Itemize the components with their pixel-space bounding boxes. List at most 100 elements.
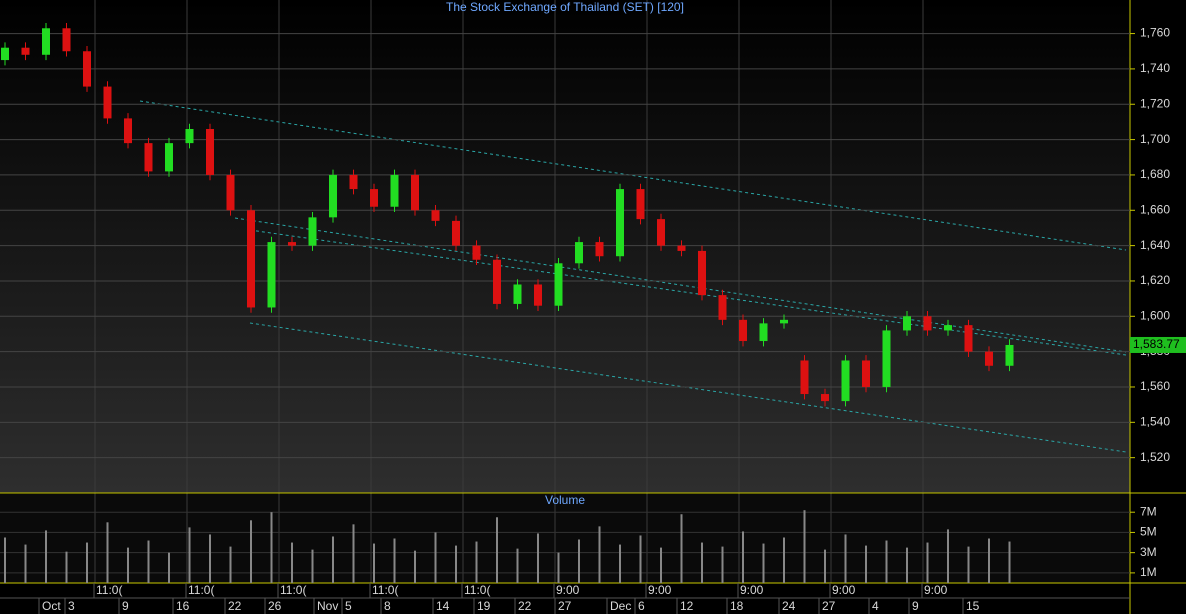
candle-body — [21, 47, 30, 55]
y-tick-label: 7M — [1140, 504, 1157, 518]
candle-body — [903, 316, 911, 331]
candle-body — [677, 245, 686, 251]
candle-body — [964, 325, 973, 352]
date-label: Nov — [317, 599, 338, 613]
candle-body — [718, 295, 727, 320]
candle-body — [739, 319, 747, 342]
candle-body — [780, 319, 788, 324]
candle-body — [759, 323, 768, 342]
candle-body — [698, 250, 706, 296]
y-tick-label: 1,520 — [1140, 450, 1170, 464]
y-tick-label: 1,700 — [1140, 132, 1170, 146]
time-label: 9:00 — [648, 583, 672, 597]
time-label: 11:0( — [372, 583, 398, 597]
chart-title: The Stock Exchange of Thailand (SET) [12… — [446, 0, 684, 14]
trend-line — [234, 217, 1127, 353]
date-label: 27 — [822, 599, 836, 613]
time-label: 11:0( — [96, 583, 122, 597]
candle-body — [513, 284, 522, 304]
candle-body — [124, 118, 132, 144]
y-tick-label: 3M — [1140, 545, 1157, 559]
date-label: Oct — [42, 599, 61, 613]
date-label: 19 — [477, 599, 491, 613]
date-label: 24 — [782, 599, 796, 613]
y-tick-label: 1,760 — [1140, 26, 1170, 40]
candle-body — [144, 143, 153, 172]
candle-body — [206, 128, 214, 175]
candle-body — [370, 189, 378, 207]
volume-panel — [0, 494, 1130, 583]
candle-body — [452, 220, 460, 246]
candle-body — [882, 330, 891, 387]
candle-body — [42, 28, 50, 55]
candle-body — [390, 174, 399, 207]
price-panel — [0, 0, 1130, 493]
candle-body — [595, 242, 604, 257]
candle-body — [636, 189, 645, 220]
candle-body — [288, 242, 296, 246]
candle-body — [226, 174, 235, 211]
volume-title: Volume — [545, 493, 585, 507]
date-label: 27 — [558, 599, 572, 613]
candle-body — [575, 242, 583, 264]
y-tick-label: 1,660 — [1140, 202, 1170, 216]
candle-body — [841, 360, 850, 402]
candle-body — [554, 263, 563, 306]
last-price-box — [1130, 336, 1186, 353]
y-tick-label: 1,560 — [1140, 379, 1170, 393]
time-label: 11:0( — [188, 583, 214, 597]
candle-body — [62, 28, 71, 52]
candle-body — [349, 174, 358, 190]
candle-body — [1005, 344, 1014, 366]
time-label: 9:00 — [556, 583, 580, 597]
time-label: 9:00 — [924, 583, 948, 597]
trend-lines — [139, 100, 1127, 453]
y-tick-label: 1,620 — [1140, 273, 1170, 287]
candle-body — [493, 259, 501, 304]
date-label: 18 — [730, 599, 744, 613]
candle-body — [431, 210, 440, 221]
y-tick-label: 1M — [1140, 565, 1157, 579]
date-label: 8 — [384, 599, 391, 613]
date-label: 3 — [68, 599, 75, 613]
candle-body — [1, 47, 9, 61]
y-tick-label: 1,740 — [1140, 61, 1170, 75]
last-price-label: 1,583.77 — [1133, 337, 1180, 351]
time-label: 11:0( — [464, 583, 490, 597]
date-label: 15 — [966, 599, 980, 613]
candle-body — [267, 242, 276, 308]
time-label: 9:00 — [832, 583, 856, 597]
date-label: 6 — [638, 599, 645, 613]
candle-body — [165, 143, 173, 172]
time-label: 9:00 — [740, 583, 764, 597]
date-label: 22 — [228, 599, 242, 613]
date-label: 12 — [680, 599, 694, 613]
candle-body — [821, 394, 829, 402]
date-label: 22 — [518, 599, 532, 613]
candle-body — [83, 51, 91, 87]
y-tick-label: 1,600 — [1140, 308, 1170, 322]
candle-body — [534, 284, 542, 306]
date-label: 16 — [176, 599, 190, 613]
y-tick-label: 1,540 — [1140, 414, 1170, 428]
date-label: 26 — [268, 599, 282, 613]
date-label: Dec — [610, 599, 631, 613]
y-tick-label: 1,720 — [1140, 96, 1170, 110]
y-tick-label: 1,680 — [1140, 167, 1170, 181]
date-label: 9 — [122, 599, 129, 613]
trend-line — [139, 100, 1127, 251]
candle-body — [472, 245, 481, 260]
date-label: 14 — [436, 599, 450, 613]
candle-body — [923, 316, 932, 331]
candle-body — [247, 210, 255, 308]
date-label: 9 — [912, 599, 919, 613]
candle-body — [411, 174, 419, 211]
date-label: 4 — [872, 599, 879, 613]
candle-body — [944, 325, 952, 331]
y-tick-label: 5M — [1140, 525, 1157, 539]
candle-body — [616, 189, 624, 257]
date-label: 5 — [345, 599, 352, 613]
candle-body — [308, 217, 317, 246]
y-tick-label: 1,640 — [1140, 238, 1170, 252]
